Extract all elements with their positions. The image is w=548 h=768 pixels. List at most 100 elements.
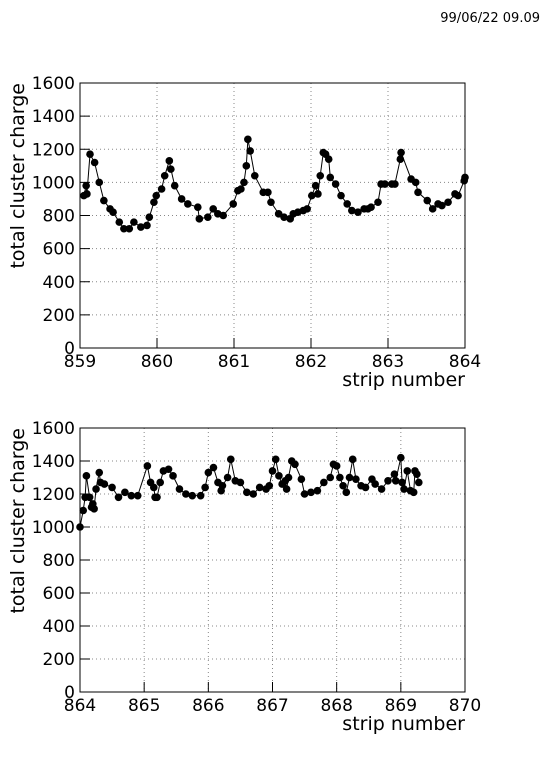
data-point [314,190,322,198]
y-tick-label: 1400 [32,452,75,472]
data-point [313,486,322,495]
data-point [100,480,109,488]
data-point [125,224,134,233]
data-point [120,224,128,233]
data-point [143,221,151,230]
data-point [320,478,328,487]
data-point [438,201,446,210]
data-point [164,465,173,474]
data-point [188,491,197,500]
x-tick-label: 863 [372,352,404,372]
data-point [339,481,347,490]
data-point [219,211,228,220]
data-point [169,472,177,480]
data-point [218,481,227,490]
data-point [454,191,462,200]
data-point [390,470,399,479]
y-tick-label: 1600 [32,419,75,439]
data-point [381,180,389,188]
data-point [175,485,184,493]
data-point [137,223,145,231]
data-point [348,206,356,215]
data-point [114,493,123,502]
data-point [391,477,400,485]
data-point [100,196,108,205]
x-tick-label: 861 [218,352,250,372]
data-point [303,205,311,213]
data-point [444,198,452,207]
data-point [300,490,309,498]
data-point [282,485,291,493]
x-tick-label: 862 [295,352,327,372]
y-tick-label: 400 [43,617,75,637]
timestamp: 99/06/22 09.09 [440,11,540,26]
data-point [403,467,412,475]
data-point [244,135,252,144]
data-point [384,477,392,485]
data-point [311,181,320,190]
data-point [307,191,316,200]
data-point [177,195,186,203]
data-point [108,483,116,492]
data-point [246,147,254,155]
data-point [331,180,340,188]
data-point [236,478,245,487]
data-point [342,488,351,497]
data-point [324,155,333,163]
data-point [423,196,432,205]
data-point [85,493,94,502]
y-axis-label: total cluster charge [7,428,29,614]
data-point [374,198,382,207]
data-point [157,185,166,193]
data-point [348,455,357,464]
data-point [265,481,274,490]
data-point [182,490,190,498]
data-point [184,200,192,208]
data-point [95,468,104,477]
x-tick-label: 865 [128,696,160,716]
data-point [307,488,315,497]
y-tick-label: 1000 [32,518,75,538]
data-point [461,173,469,182]
data-point [336,473,344,482]
data-point [361,483,370,492]
data-point [409,488,418,497]
data-point [127,491,136,500]
y-tick-label: 200 [43,650,75,670]
data-point [204,213,212,221]
data-point [121,488,129,497]
data-point [153,493,161,502]
data-point [428,205,437,213]
y-tick-label: 800 [43,551,75,571]
data-point [371,480,379,488]
plot-frame [79,82,466,349]
data-point [195,215,204,223]
data-point [250,171,259,180]
x-tick-label: 868 [320,696,352,716]
data-point [83,190,91,198]
data-point [415,478,423,487]
plot-frame [79,427,466,693]
x-axis-label: strip number [342,713,465,735]
x-tick-label: 860 [141,352,173,372]
data-point [345,473,354,482]
data-point [165,157,174,165]
data-point [268,467,277,475]
data-point [275,472,283,480]
data-point [115,218,124,226]
x-tick-label: 869 [385,696,417,716]
data-point [237,185,245,193]
data-point [264,188,272,197]
data-point [377,485,386,493]
data-point [209,463,218,472]
data-point [332,462,341,470]
data-point [204,468,213,477]
data-point [229,200,238,208]
y-axis-label: total cluster charge [7,83,29,269]
data-point [150,198,158,207]
data-point [149,483,158,492]
data-point [249,490,258,498]
data-point [280,213,288,221]
data-point [284,473,293,482]
